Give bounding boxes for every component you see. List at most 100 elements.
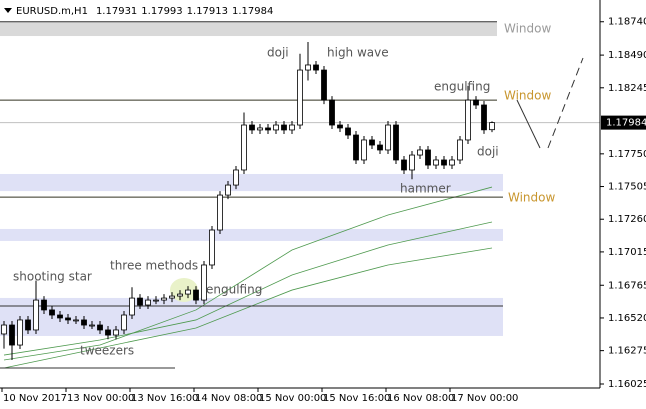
zone [0, 21, 497, 37]
candle-body [153, 299, 159, 302]
candle-body [57, 314, 63, 319]
title-open: 1.17931 [96, 6, 137, 17]
x-tick-label: 15 Nov 00:00 [259, 393, 326, 404]
annotation: shooting star [13, 270, 92, 284]
annotation: tweezers [80, 344, 134, 358]
candle-body [201, 264, 207, 301]
candle-body [441, 159, 447, 166]
zone [0, 228, 503, 241]
y-tick-label: 1.16275 [608, 346, 646, 357]
candle-body [377, 144, 383, 151]
candle-body [161, 297, 167, 301]
axes: 1.18740 1.18490 1.18245 1.17750 1.17505 1.172… [1, 17, 646, 404]
x-tick-label: 16 Nov 08:00 [387, 393, 454, 404]
candle-body [129, 297, 135, 316]
candle-body [41, 299, 47, 311]
projection-line [516, 99, 541, 149]
candle-body [465, 99, 471, 141]
y-tick-label: 1.18490 [608, 50, 646, 61]
candle-body [145, 299, 151, 306]
y-tick-label: 1.17015 [608, 247, 646, 258]
annotation: Window [508, 191, 556, 205]
candle-body [177, 293, 183, 297]
x-tick-label: 15 Nov 16:00 [323, 393, 390, 404]
current-price-label: 1.17984 [606, 118, 646, 129]
candle-body [169, 295, 175, 299]
x-tick-label: 13 Nov 16:00 [131, 393, 198, 404]
candle-body [1, 324, 7, 335]
projection-line [547, 57, 584, 149]
candle-body [241, 124, 247, 171]
annotation: Window [504, 89, 552, 103]
candle-body [225, 184, 231, 196]
annotations: Window Window Window doji high wave engulfing… [13, 22, 556, 358]
candle-body [113, 329, 119, 336]
x-tick-label: 13 Nov 00:00 [67, 393, 134, 404]
candle-body [265, 127, 271, 131]
candle-body [369, 139, 375, 146]
moving-average [3, 221, 493, 356]
menu-icon[interactable] [4, 8, 12, 13]
candle-body [393, 124, 399, 161]
candle-body [489, 122, 495, 131]
candle-body [25, 319, 31, 331]
y-tick-label: 1.18245 [608, 83, 646, 94]
candle-body [17, 319, 23, 346]
y-tick-label: 1.17750 [608, 149, 646, 160]
chart-title: EURUSD.m,H1 1.17931 1.17993 1.17913 1.17984 [16, 6, 273, 17]
candle-body [73, 319, 79, 322]
candle-body [281, 124, 287, 131]
candle-body [49, 309, 55, 316]
zone [0, 173, 503, 192]
zone [0, 297, 503, 336]
candle-body [297, 69, 303, 126]
annotation: engulfing [434, 80, 490, 94]
y-tick-label: 1.16520 [608, 313, 646, 324]
annotation: engulfing [206, 283, 262, 297]
annotation: doji [477, 145, 499, 159]
annotation: Window [504, 22, 552, 36]
candle-body [121, 314, 127, 331]
title-close: 1.17984 [232, 6, 273, 17]
annotation: hammer [400, 182, 451, 196]
candle-body [33, 299, 39, 331]
candle-body [473, 99, 479, 106]
candle-body [385, 124, 391, 151]
candle-body [137, 297, 143, 306]
candle-body [353, 134, 359, 161]
candle-body [305, 64, 311, 71]
candle-body [481, 104, 487, 131]
candle-body [89, 324, 95, 327]
candle-body [401, 159, 407, 171]
candle-body [337, 124, 343, 129]
y-tick-label: 1.16025 [608, 379, 646, 390]
candles [1, 42, 495, 360]
x-tick-label: 14 Nov 08:00 [195, 393, 262, 404]
candle-body [313, 64, 319, 71]
moving-average [3, 247, 493, 369]
y-tick-label: 1.17260 [608, 214, 646, 225]
y-tick-label: 1.18740 [608, 17, 646, 28]
annotation: doji [267, 46, 289, 60]
candle-body [193, 289, 199, 301]
x-tick-label: 17 Nov 00:00 [451, 393, 518, 404]
candle-body [273, 124, 279, 131]
candle-body [361, 139, 367, 161]
y-tick-label: 1.17505 [608, 182, 646, 193]
highlight [170, 278, 198, 302]
candle-body [457, 139, 463, 161]
candle-body [209, 229, 215, 266]
candle-body [65, 317, 71, 321]
x-tick-label: 10 Nov 2017 [3, 393, 67, 404]
candle-body [425, 149, 431, 166]
candle-body [9, 324, 15, 346]
candle-body [233, 169, 239, 186]
candle-body [417, 149, 423, 156]
annotation: three methods [110, 259, 198, 273]
candle-body [257, 127, 263, 131]
title-low: 1.17913 [187, 6, 228, 17]
candle-body [105, 329, 111, 336]
candle-body [321, 69, 327, 101]
